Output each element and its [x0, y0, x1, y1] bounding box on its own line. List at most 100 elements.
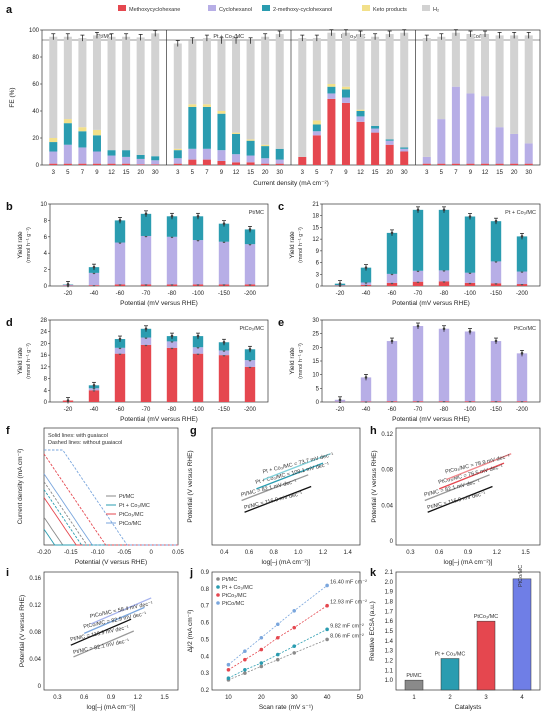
bar-segment [495, 35, 504, 128]
bar-segment [49, 163, 58, 165]
y-axis-label: FE (%) [9, 87, 16, 107]
x-tick-label: -20 [336, 407, 345, 413]
bar-segment [438, 281, 450, 286]
plot-frame [49, 319, 269, 403]
y-axis-label: Δj/2 (mA cm⁻²) [187, 610, 194, 653]
bar-segment [232, 162, 241, 165]
x-tick-label: 30 [152, 170, 159, 176]
bar-segment [122, 156, 131, 164]
bar-segment [122, 150, 131, 157]
panel-label-i: i [6, 567, 9, 579]
y-tick-label: 0.9 [201, 570, 210, 576]
bar-segment [88, 272, 100, 286]
bar-segment [202, 104, 211, 107]
bar-segment [490, 341, 502, 402]
y-axis-label: Yield rate [289, 347, 296, 375]
y-tick-label: 0 [316, 284, 320, 290]
y-tick-label: 2 [44, 268, 48, 274]
x-tick-label: 9 [95, 170, 99, 176]
x-tick-label: -150 [490, 407, 503, 413]
bar-segment [451, 86, 460, 164]
x-tick-label: 15 [123, 170, 130, 176]
bar-segment [173, 43, 182, 149]
y-tick-label: 1.8 [385, 600, 394, 606]
bar [476, 620, 496, 691]
bar-segment [244, 360, 256, 367]
fit-line [424, 474, 490, 502]
chart-e: 0 5 10 15 20 25 30 Yield rate (mmol h⁻¹ g⁻¹) Pote… [289, 318, 541, 423]
x-tick-label: -150 [490, 291, 503, 297]
x-tick-label: 0.4 [220, 550, 229, 556]
bar [440, 658, 460, 691]
bar-segment [202, 106, 211, 149]
x-axis-label: Potential (V versus RHE) [75, 559, 147, 566]
panel-title: Pt + Co₃/MC [505, 210, 536, 216]
x-tick-label: 0.6 [80, 695, 89, 701]
x-tick-label: 5 [66, 170, 70, 176]
bar-segment [78, 131, 87, 148]
bar-segment [218, 350, 230, 356]
y-tick-label: 30 [312, 318, 319, 324]
bar-segment [63, 119, 72, 124]
note-solid: Solid lines: with guaiacol [48, 433, 108, 439]
x-tick-label: -100 [192, 291, 205, 297]
bar-segment [437, 36, 446, 120]
bar-segment [244, 366, 256, 402]
data-point [243, 649, 247, 654]
x-tick-label: -150 [218, 291, 231, 297]
bar-segment [516, 353, 528, 402]
x-tick-label: 5 [191, 170, 195, 176]
x-tick-label: 0.6 [435, 550, 444, 556]
legend-marker [216, 577, 220, 581]
data-point [292, 651, 297, 655]
y-tick-label: 0.04 [29, 657, 41, 663]
bar-segment [217, 113, 226, 151]
bar-label: Pt + Co₃/MC [435, 652, 466, 658]
y-tick-label: 4 [44, 251, 48, 257]
bar-segment [422, 163, 431, 165]
y-axis-label: Potential (V versus RHE) [187, 450, 194, 522]
x-tick-label: -100 [464, 291, 477, 297]
bar-segment [151, 156, 160, 161]
bar-segment [327, 84, 336, 87]
bar-segment [151, 160, 160, 165]
y-tick-label: 1.3 [385, 649, 394, 655]
legend-label: PtCo₃/MC [119, 512, 144, 518]
bar-segment [386, 273, 398, 283]
bar-segment [437, 163, 446, 165]
data-point [292, 644, 297, 648]
bar-segment [114, 353, 126, 402]
bar-segment [400, 32, 409, 148]
bar-segment [385, 140, 394, 145]
y-tick-label: 10 [40, 202, 47, 208]
y-tick-label: 0.3 [201, 671, 210, 677]
bar-segment [275, 163, 284, 165]
bar-segment [232, 154, 241, 163]
bar-segment [232, 133, 241, 155]
legend-label: PtCo/MC [222, 601, 244, 607]
bar-segment [107, 155, 116, 164]
bar-segment [218, 241, 230, 285]
bar-segment [261, 144, 270, 147]
bar-segment [217, 111, 226, 114]
fit-line [244, 485, 312, 513]
bar-segment [92, 35, 101, 130]
bar-segment [261, 36, 270, 145]
y-tick-label: 18 [312, 214, 319, 220]
y-tick-label: 8 [44, 377, 48, 383]
bar-segment [490, 283, 502, 286]
legend-marker [216, 585, 220, 589]
bar-label: Pt/MC [406, 673, 421, 679]
x-tick-label: -200 [244, 291, 257, 297]
y-tick-label: 21 [312, 202, 319, 208]
x-tick-label: 20 [258, 695, 265, 701]
x-tick-label: -20 [64, 291, 73, 297]
x-tick-label: -70 [414, 407, 423, 413]
legend-label: Methoxycyclohexane [129, 7, 180, 13]
x-tick-label: -70 [142, 407, 151, 413]
x-tick-label: -200 [516, 291, 529, 297]
x-tick-label: 9 [220, 170, 224, 176]
x-tick-label: 9 [469, 170, 473, 176]
x-tick-label: 7 [81, 170, 85, 176]
bar-segment [466, 93, 475, 164]
